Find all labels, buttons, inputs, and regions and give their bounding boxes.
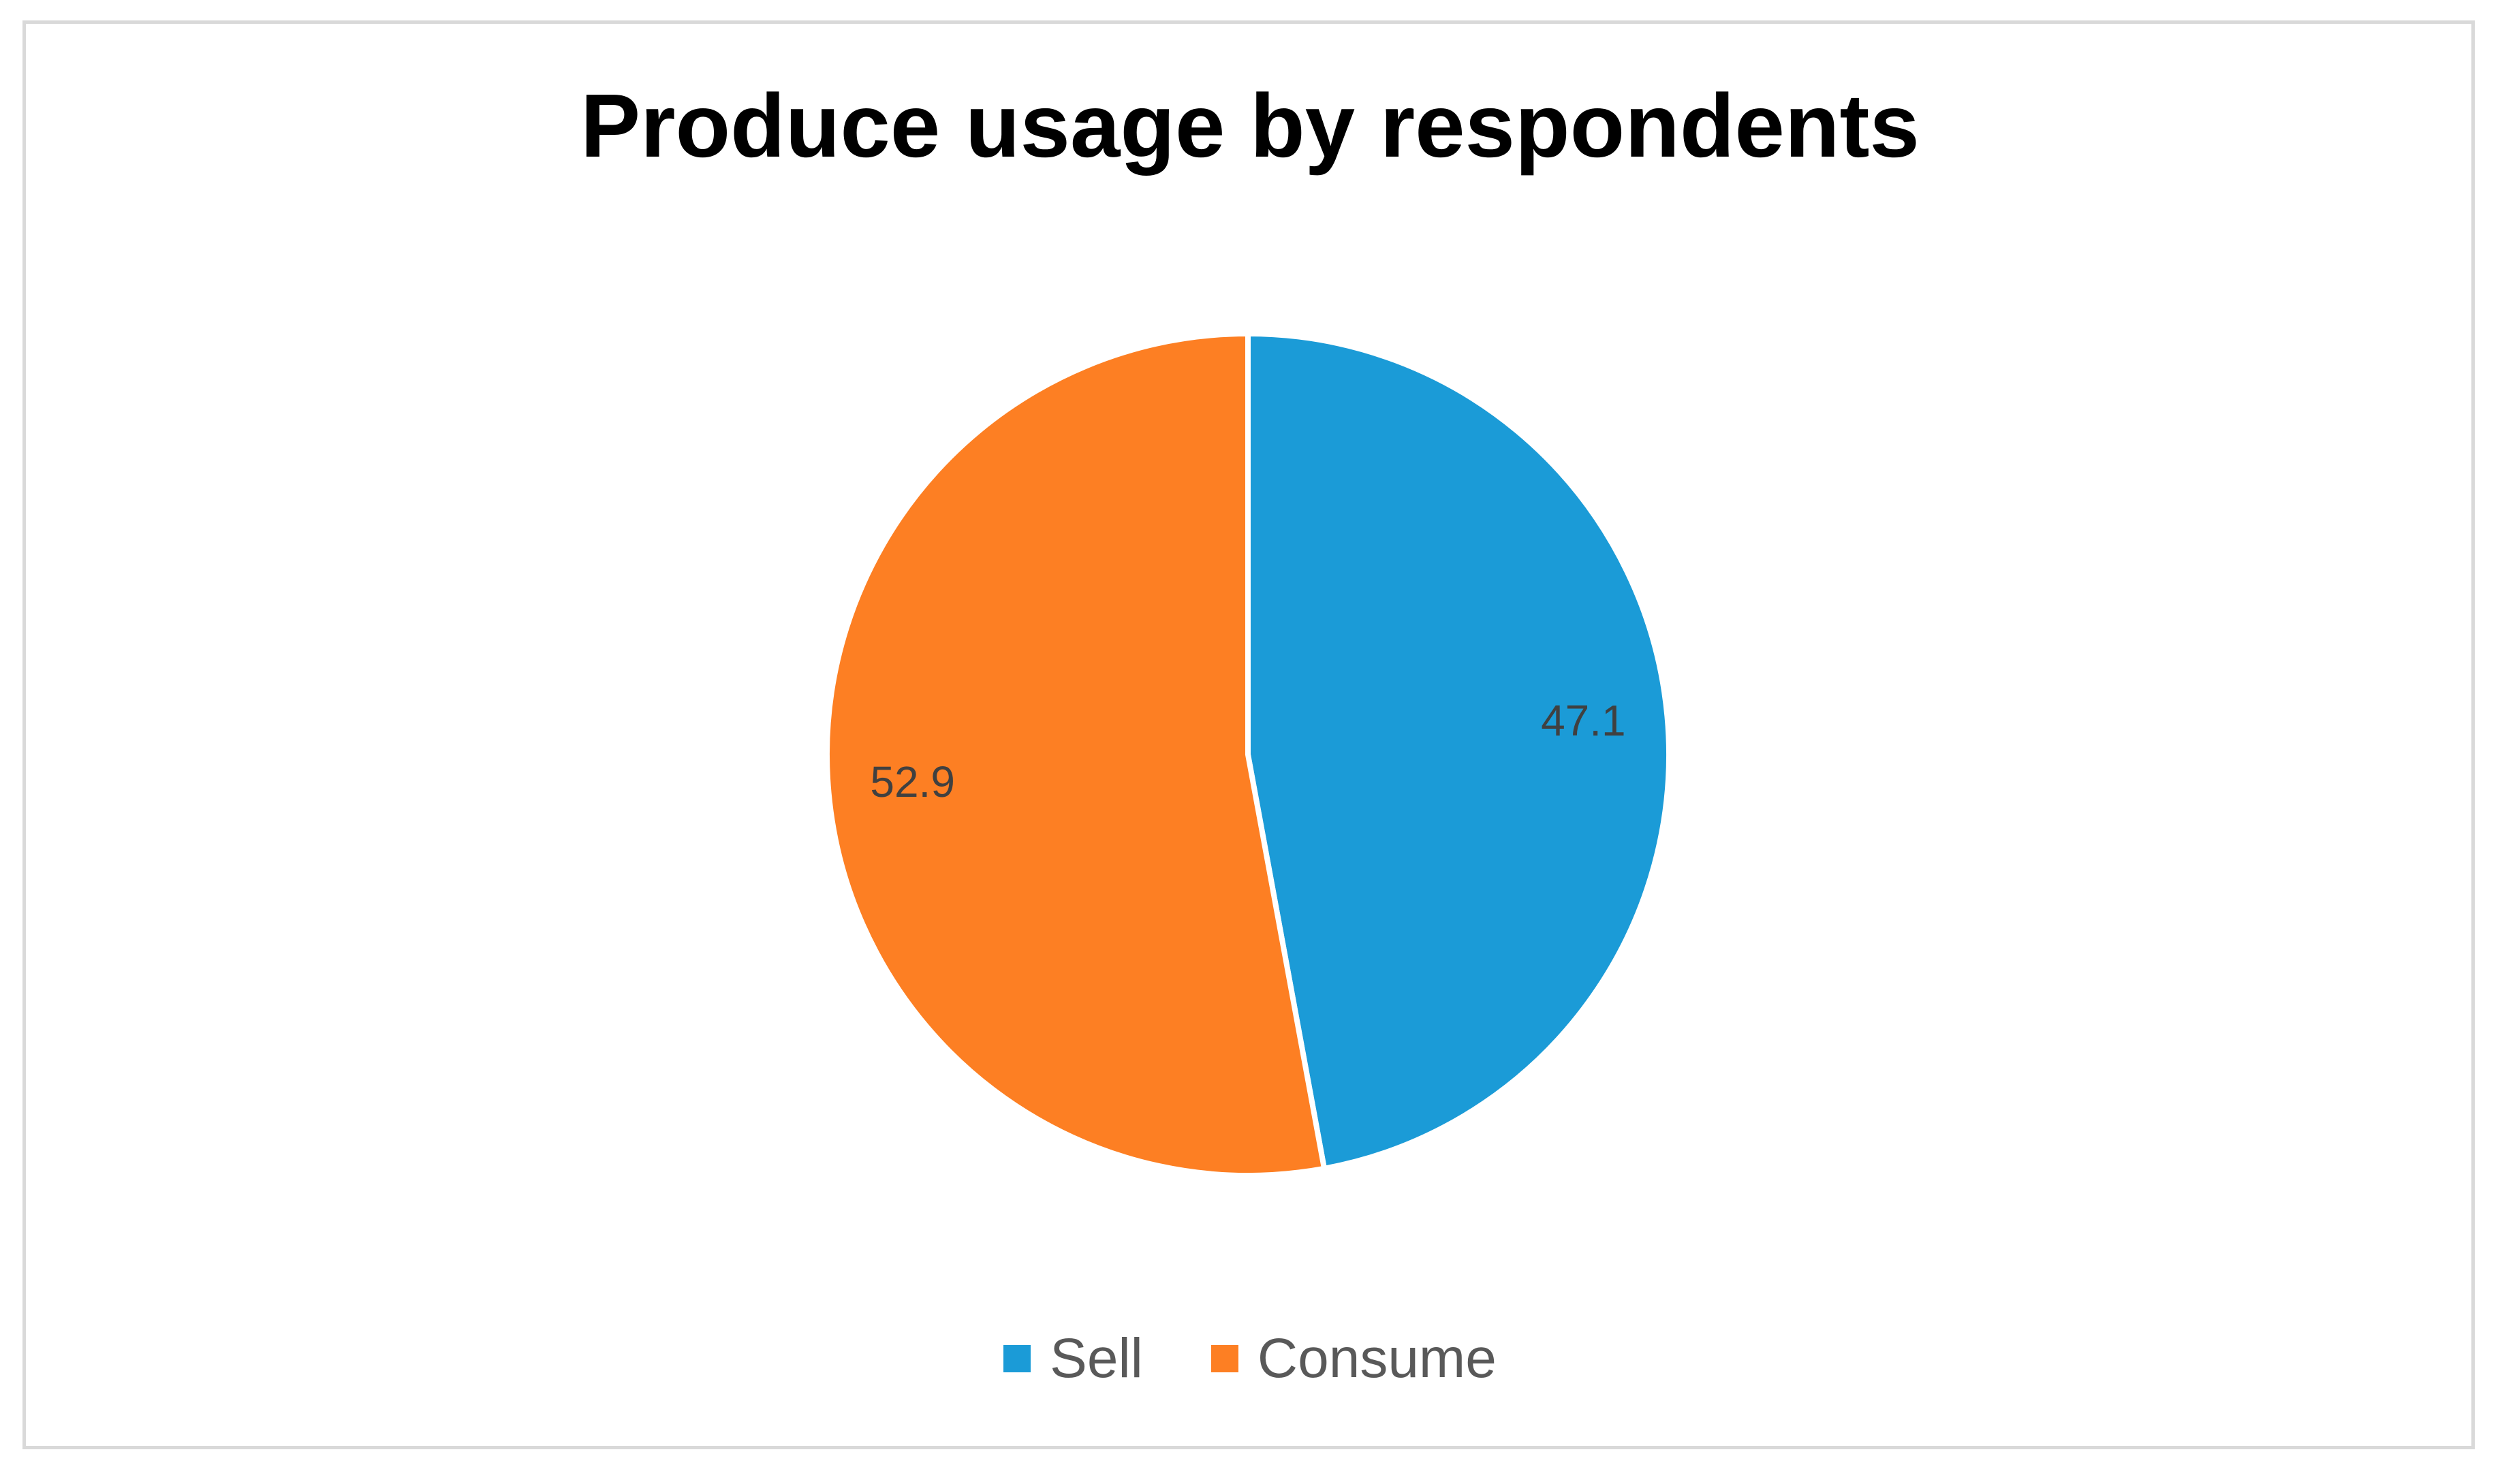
data-label-consume: 52.9 bbox=[870, 757, 955, 806]
legend: Sell Consume bbox=[0, 1325, 2500, 1393]
pie-data-labels: 47.1 52.9 bbox=[870, 696, 1625, 806]
legend-item-consume: Consume bbox=[1210, 1325, 1497, 1393]
legend-swatch-sell bbox=[1003, 1345, 1031, 1372]
pie-slice-sell bbox=[1245, 331, 1672, 1171]
pie-slice-consume bbox=[824, 331, 1327, 1178]
chart-title: Produce usage by respondents bbox=[580, 76, 1920, 176]
legend-label-consume: Consume bbox=[1257, 1327, 1497, 1389]
pie-slices bbox=[824, 331, 1672, 1178]
data-label-sell: 47.1 bbox=[1541, 696, 1626, 745]
legend-swatch-consume bbox=[1210, 1345, 1238, 1372]
legend-item-sell: Sell bbox=[1003, 1325, 1143, 1393]
legend-label-sell: Sell bbox=[1050, 1327, 1143, 1389]
